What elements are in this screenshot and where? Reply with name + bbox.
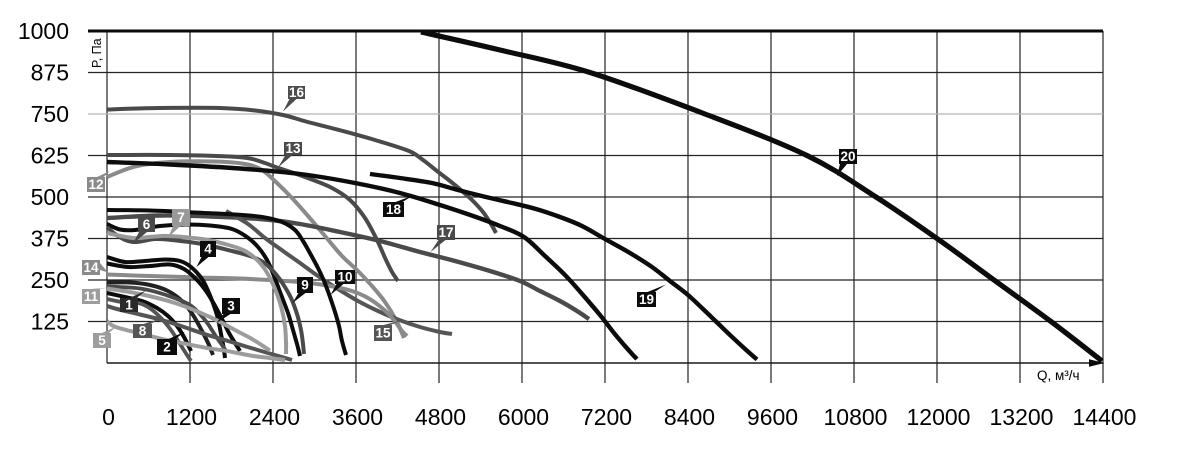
svg-text:11: 11	[84, 289, 99, 304]
svg-text:13200: 13200	[990, 404, 1054, 430]
svg-text:1000: 1000	[18, 18, 69, 44]
svg-text:500: 500	[31, 184, 69, 210]
svg-text:4: 4	[204, 242, 212, 257]
svg-text:12: 12	[88, 177, 103, 192]
svg-text:12000: 12000	[907, 404, 971, 430]
svg-text:Q, м³/ч: Q, м³/ч	[1037, 368, 1080, 383]
svg-text:8: 8	[139, 324, 147, 339]
svg-text:10: 10	[337, 270, 352, 285]
svg-text:8400: 8400	[664, 404, 715, 430]
svg-text:9600: 9600	[747, 404, 798, 430]
svg-text:17: 17	[438, 225, 453, 240]
svg-text:9: 9	[301, 278, 309, 293]
svg-text:7200: 7200	[581, 404, 632, 430]
svg-text:P, Па: P, Па	[90, 38, 104, 68]
svg-text:2400: 2400	[249, 404, 300, 430]
svg-text:1200: 1200	[166, 404, 217, 430]
svg-text:250: 250	[31, 267, 69, 293]
svg-text:7: 7	[177, 210, 185, 225]
svg-text:3600: 3600	[332, 404, 383, 430]
svg-text:3: 3	[227, 299, 235, 314]
svg-text:16: 16	[289, 85, 305, 100]
svg-text:10800: 10800	[824, 404, 888, 430]
svg-text:750: 750	[31, 101, 69, 127]
svg-text:14400: 14400	[1073, 404, 1137, 430]
svg-text:5: 5	[98, 333, 106, 348]
svg-text:15: 15	[375, 326, 391, 341]
svg-text:18: 18	[386, 202, 402, 217]
svg-text:0: 0	[102, 404, 115, 430]
svg-text:4800: 4800	[415, 404, 466, 430]
svg-text:375: 375	[31, 226, 69, 252]
svg-text:6000: 6000	[498, 404, 549, 430]
svg-text:125: 125	[31, 309, 69, 335]
svg-text:2: 2	[163, 340, 171, 355]
svg-text:625: 625	[31, 143, 69, 169]
svg-text:875: 875	[31, 60, 69, 86]
svg-text:13: 13	[285, 141, 301, 156]
svg-text:1: 1	[125, 298, 133, 313]
svg-text:20: 20	[840, 149, 855, 164]
svg-text:14: 14	[83, 260, 99, 275]
svg-text:6: 6	[143, 217, 151, 232]
svg-text:19: 19	[639, 292, 654, 307]
